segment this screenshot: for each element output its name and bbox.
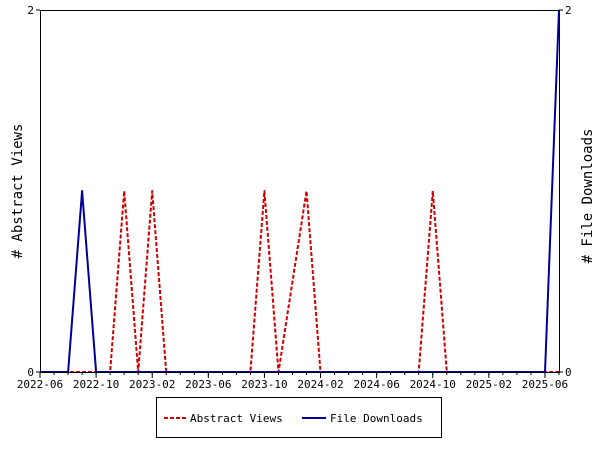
x-tick-label: 2022-10 [73, 378, 119, 391]
x-tick-label: 2023-10 [241, 378, 287, 391]
x-tick-label: 2024-02 [297, 378, 343, 391]
legend-label-abstract-views: Abstract Views [190, 412, 283, 425]
x-tick-label: 2025-06 [522, 378, 568, 391]
series-layer [39, 9, 560, 373]
x-tick-label: 2023-02 [129, 378, 175, 391]
y-right-tick-label: 0 [565, 366, 572, 379]
series-line-abstract-views [40, 190, 559, 373]
x-tick-label: 2024-10 [410, 378, 456, 391]
y-left-tick-label: 0 [27, 366, 34, 379]
x-axis-ticks: 2022-06 2022-10 2023-02 2023-06 2023-10 2024-… [17, 372, 568, 391]
legend: Abstract Views File Downloads [156, 397, 442, 438]
x-tick-label: 2022-06 [17, 378, 63, 391]
y-axis-title-right: # File Downloads [580, 129, 596, 264]
legend-label-file-downloads: File Downloads [330, 412, 423, 425]
y-right-tick-label: 2 [565, 4, 572, 17]
y-axis-title-left: # Abstract Views [10, 124, 26, 259]
x-tick-label: 2024-06 [353, 378, 399, 391]
plot-frame [40, 10, 560, 373]
y-axis-ticks: 0 2 0 2 [27, 4, 571, 379]
x-tick-label: 2025-02 [466, 378, 512, 391]
y-left-tick-label: 2 [27, 4, 34, 17]
series-line-file-downloads [40, 9, 560, 373]
x-tick-label: 2023-06 [185, 378, 231, 391]
legend-box [156, 397, 442, 438]
